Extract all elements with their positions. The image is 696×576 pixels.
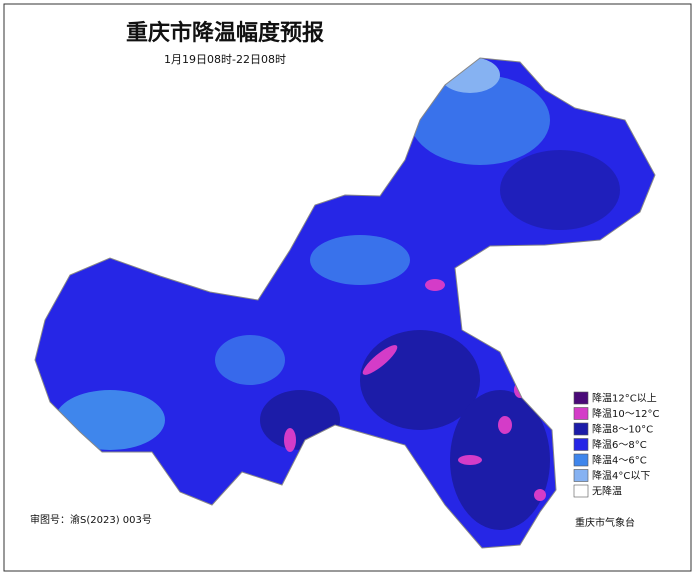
legend-label: 降温6～8°C: [592, 438, 647, 451]
legend-label: 无降温: [592, 485, 622, 498]
legend-label: 降温10～12°C: [592, 407, 659, 420]
legend-label: 降温4～6°C: [592, 454, 647, 467]
subtitle: 1月19日08时-22日08时: [164, 53, 286, 66]
issuer: 重庆市气象台: [575, 516, 635, 529]
legend-swatch: [573, 453, 589, 467]
legend-label: 降温4°C以下: [592, 469, 650, 482]
legend-swatch: [573, 469, 589, 482]
legend-label: 降温8～10°C: [592, 423, 653, 436]
legend-swatch: [573, 438, 589, 451]
legend-swatch: [573, 484, 589, 498]
approval-number: 审图号：渝S(2023) 003号: [30, 513, 152, 526]
legend-label: 降温12°C以上: [592, 392, 657, 405]
legend-swatch: [573, 407, 589, 420]
legend-swatch: [573, 391, 589, 405]
legend-swatch: [573, 422, 589, 436]
title: 重庆市降温幅度预报: [126, 20, 324, 46]
